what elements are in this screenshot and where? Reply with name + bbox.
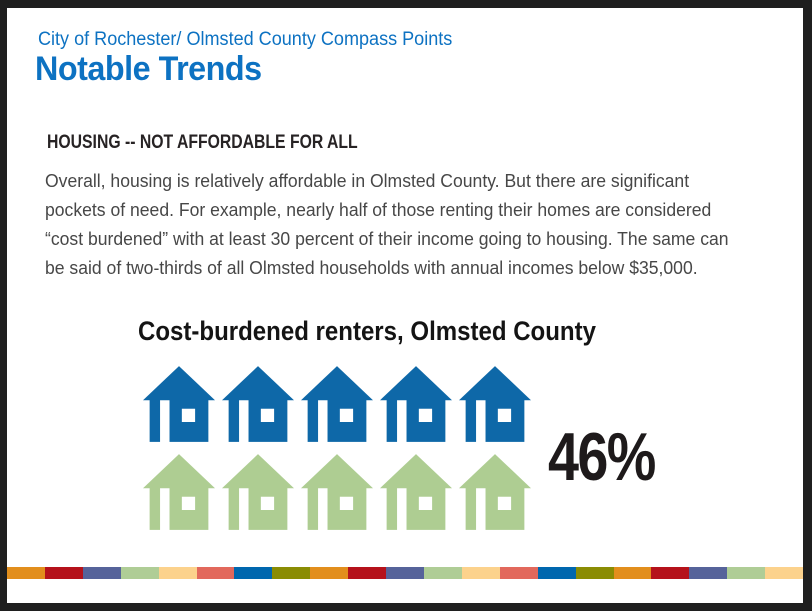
strip-segment bbox=[158, 567, 197, 579]
strip-segment bbox=[7, 567, 45, 579]
house-icon bbox=[222, 366, 294, 442]
strip-segment bbox=[727, 567, 766, 579]
eyebrow: City of Rochester/ Olmsted County Compas… bbox=[38, 29, 453, 50]
paragraph-line: “cost burdened” with at least 30 percent… bbox=[45, 228, 729, 249]
paragraph-line: be said of two-thirds of all Olmsted hou… bbox=[45, 257, 698, 278]
house-row-bottom bbox=[143, 454, 531, 530]
slide: City of Rochester/ Olmsted County Compas… bbox=[7, 8, 803, 603]
strip-segment bbox=[689, 567, 728, 579]
strip-segment bbox=[499, 567, 538, 579]
chart-value-label: 46% bbox=[548, 419, 656, 495]
house-icon bbox=[143, 454, 215, 530]
strip-segment bbox=[651, 567, 690, 579]
strip-segment bbox=[272, 567, 311, 579]
section-heading: HOUSING -- NOT AFFORDABLE FOR ALL bbox=[47, 132, 358, 153]
house-icon bbox=[459, 454, 531, 530]
strip-segment bbox=[423, 567, 462, 579]
strip-segment bbox=[537, 567, 576, 579]
house-row-top bbox=[143, 366, 531, 442]
strip-segment bbox=[386, 567, 424, 579]
strip-segment bbox=[575, 567, 614, 579]
chart-title: Cost-burdened renters, Olmsted County bbox=[138, 316, 596, 346]
strip-segment bbox=[765, 567, 803, 579]
body-paragraph: Overall, housing is relatively affordabl… bbox=[45, 166, 729, 282]
strip-segment bbox=[234, 567, 273, 579]
paragraph-line: pockets of need. For example, nearly hal… bbox=[45, 199, 712, 220]
strip-segment bbox=[82, 567, 121, 579]
house-icon bbox=[222, 454, 294, 530]
house-icon bbox=[459, 366, 531, 442]
page-title: Notable Trends bbox=[35, 50, 262, 88]
house-icon bbox=[380, 454, 452, 530]
house-icon bbox=[143, 366, 215, 442]
strip-segment bbox=[44, 567, 83, 579]
footer-color-strip bbox=[7, 567, 803, 579]
house-icon bbox=[380, 366, 452, 442]
strip-segment bbox=[196, 567, 235, 579]
strip-segment bbox=[613, 567, 652, 579]
strip-segment bbox=[310, 567, 349, 579]
strip-segment bbox=[348, 567, 387, 579]
house-icon bbox=[301, 454, 373, 530]
paragraph-line: Overall, housing is relatively affordabl… bbox=[45, 170, 690, 191]
strip-segment bbox=[461, 567, 500, 579]
strip-segment bbox=[120, 567, 159, 579]
house-icon bbox=[301, 366, 373, 442]
